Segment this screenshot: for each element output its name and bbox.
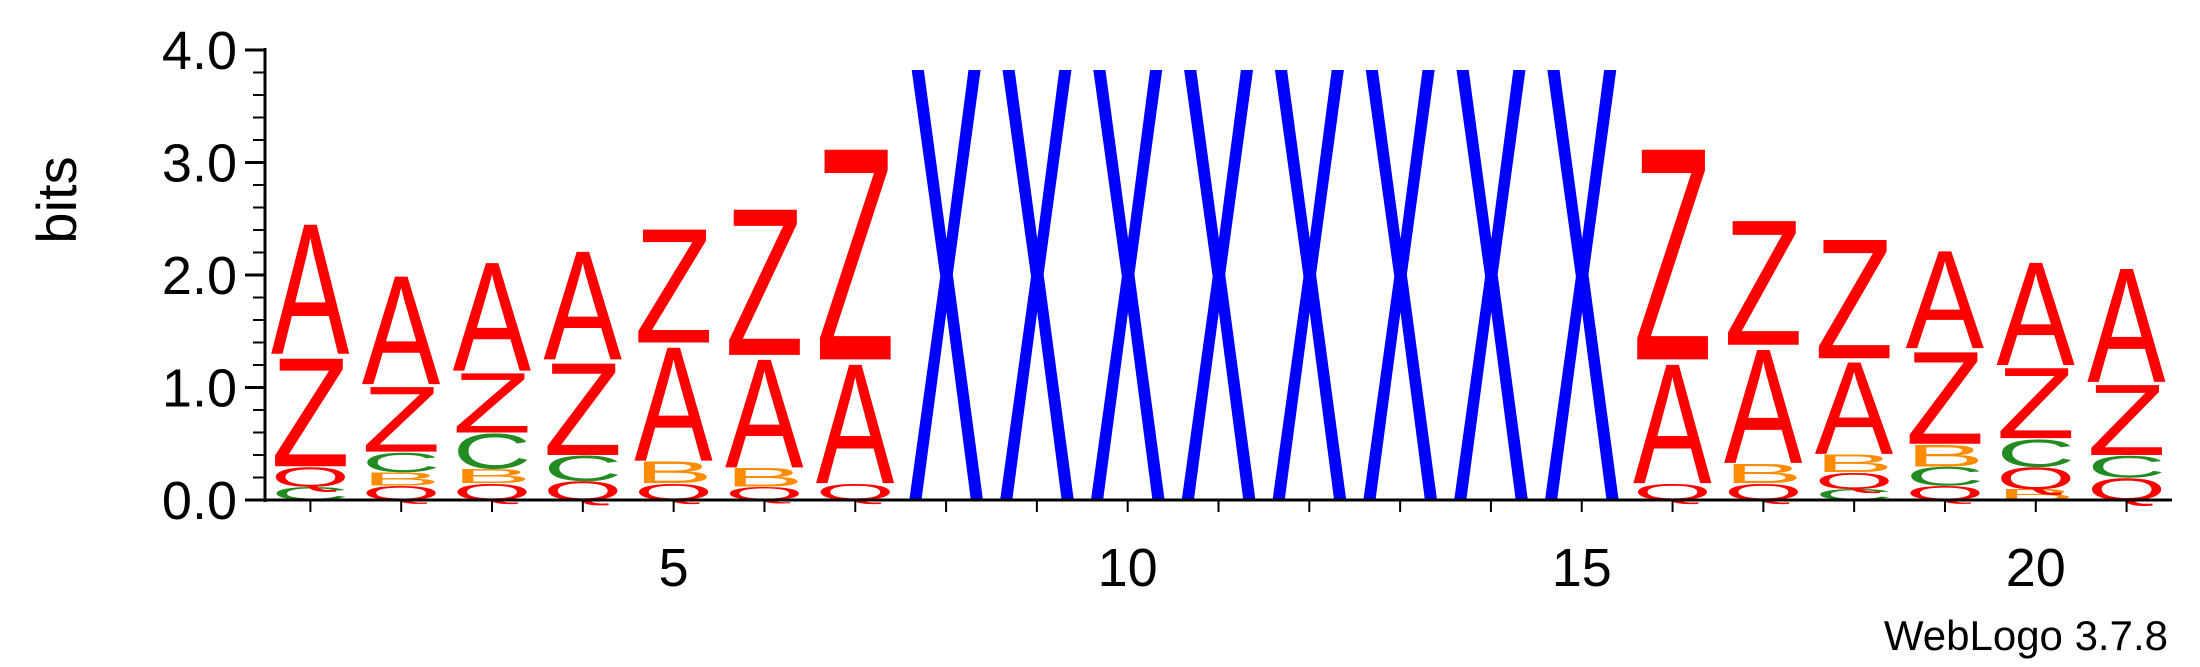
glyph-a: A bbox=[543, 219, 621, 393]
y-tick-label: 1.0 bbox=[162, 359, 237, 419]
logo-column-8: X bbox=[907, 0, 986, 633]
glyph-b: B bbox=[725, 463, 804, 493]
x-tick-label: 10 bbox=[1098, 538, 1158, 598]
glyph-z: Z bbox=[2087, 363, 2166, 477]
glyph-b: B bbox=[634, 455, 713, 490]
glyph-b: B bbox=[1724, 458, 1803, 489]
glyph-z: Z bbox=[453, 356, 532, 452]
glyph-b: B bbox=[453, 465, 532, 488]
logo-column-13: X bbox=[1361, 0, 1440, 633]
glyph-a: A bbox=[725, 327, 803, 501]
glyph-a: A bbox=[362, 244, 440, 418]
x-tick-label: 15 bbox=[1552, 538, 1612, 598]
glyph-q: Q bbox=[1996, 460, 2075, 495]
glyph-z: Z bbox=[634, 195, 713, 378]
glyph-a: A bbox=[271, 185, 350, 395]
glyph-a: A bbox=[1724, 316, 1802, 499]
y-tick-label: 0.0 bbox=[162, 471, 237, 531]
glyph-x: X bbox=[1270, 0, 1349, 633]
glyph-x: X bbox=[997, 0, 1076, 633]
logo-column-7: QAZ bbox=[816, 83, 895, 520]
glyph-x: X bbox=[1361, 0, 1440, 633]
glyph-b: B bbox=[362, 468, 441, 489]
weblogo-version-credit: WebLogo 3.7.8 bbox=[1884, 612, 2168, 659]
glyph-a: A bbox=[634, 314, 712, 497]
glyph-z: Z bbox=[725, 165, 804, 400]
glyph-b: B bbox=[1906, 438, 1985, 473]
logo-column-14: X bbox=[1452, 0, 1531, 633]
glyph-x: X bbox=[907, 0, 986, 633]
glyph-x: X bbox=[1088, 0, 1167, 633]
glyph-c: C bbox=[2087, 449, 2166, 484]
glyph-q: Q bbox=[1815, 467, 1894, 493]
y-tick-label: 2.0 bbox=[162, 246, 237, 306]
glyph-x: X bbox=[1452, 0, 1531, 633]
glyph-z: Z bbox=[271, 326, 350, 500]
logo-column-12: X bbox=[1270, 0, 1349, 633]
glyph-c: C bbox=[453, 423, 532, 479]
y-tick-label: 4.0 bbox=[162, 21, 237, 81]
glyph-x: X bbox=[1179, 0, 1258, 633]
glyph-z: Z bbox=[543, 334, 622, 483]
glyph-z: Z bbox=[1996, 346, 2075, 460]
logo-column-15: X bbox=[1542, 0, 1621, 633]
logo-column-16: QAZ bbox=[1633, 83, 1712, 520]
x-tick-label: 20 bbox=[2006, 538, 2066, 598]
glyph-z: Z bbox=[1633, 83, 1712, 424]
glyph-a: A bbox=[1996, 232, 2075, 397]
y-tick-label: 3.0 bbox=[162, 134, 237, 194]
logo-column-11: X bbox=[1179, 0, 1258, 633]
glyph-z: Z bbox=[1906, 323, 1985, 472]
glyph-z: Z bbox=[1815, 203, 1894, 395]
glyph-c: C bbox=[362, 446, 441, 477]
glyph-z: Z bbox=[1724, 183, 1803, 384]
glyph-z: Z bbox=[362, 367, 441, 472]
y-axis-label: bits bbox=[25, 156, 88, 243]
glyph-c: C bbox=[1996, 431, 2075, 474]
glyph-b: B bbox=[1815, 450, 1894, 478]
glyph-q: Q bbox=[271, 461, 350, 492]
logo-column-9: X bbox=[997, 0, 1076, 633]
glyph-a: A bbox=[2087, 235, 2165, 418]
glyph-a: A bbox=[453, 231, 531, 405]
glyph-z: Z bbox=[816, 83, 895, 424]
glyph-x: X bbox=[1542, 0, 1621, 633]
glyph-a: A bbox=[1906, 222, 1985, 378]
x-axis-ticks: 5 10 15 20 bbox=[309, 500, 2128, 598]
y-axis-ticks: 0.0 1.0 2.0 3.0 4.0 bbox=[162, 21, 265, 531]
glyph-c: C bbox=[1906, 461, 1985, 491]
x-tick-label: 5 bbox=[659, 538, 689, 598]
glyph-c: C bbox=[543, 449, 622, 489]
logo-column-10: X bbox=[1088, 0, 1167, 633]
glyph-a: A bbox=[816, 329, 894, 520]
glyph-a: A bbox=[1815, 333, 1894, 482]
axes: 0.0 1.0 2.0 3.0 4.0 5 10 15 20 bbox=[162, 21, 2172, 598]
glyph-a: A bbox=[1633, 329, 1711, 520]
